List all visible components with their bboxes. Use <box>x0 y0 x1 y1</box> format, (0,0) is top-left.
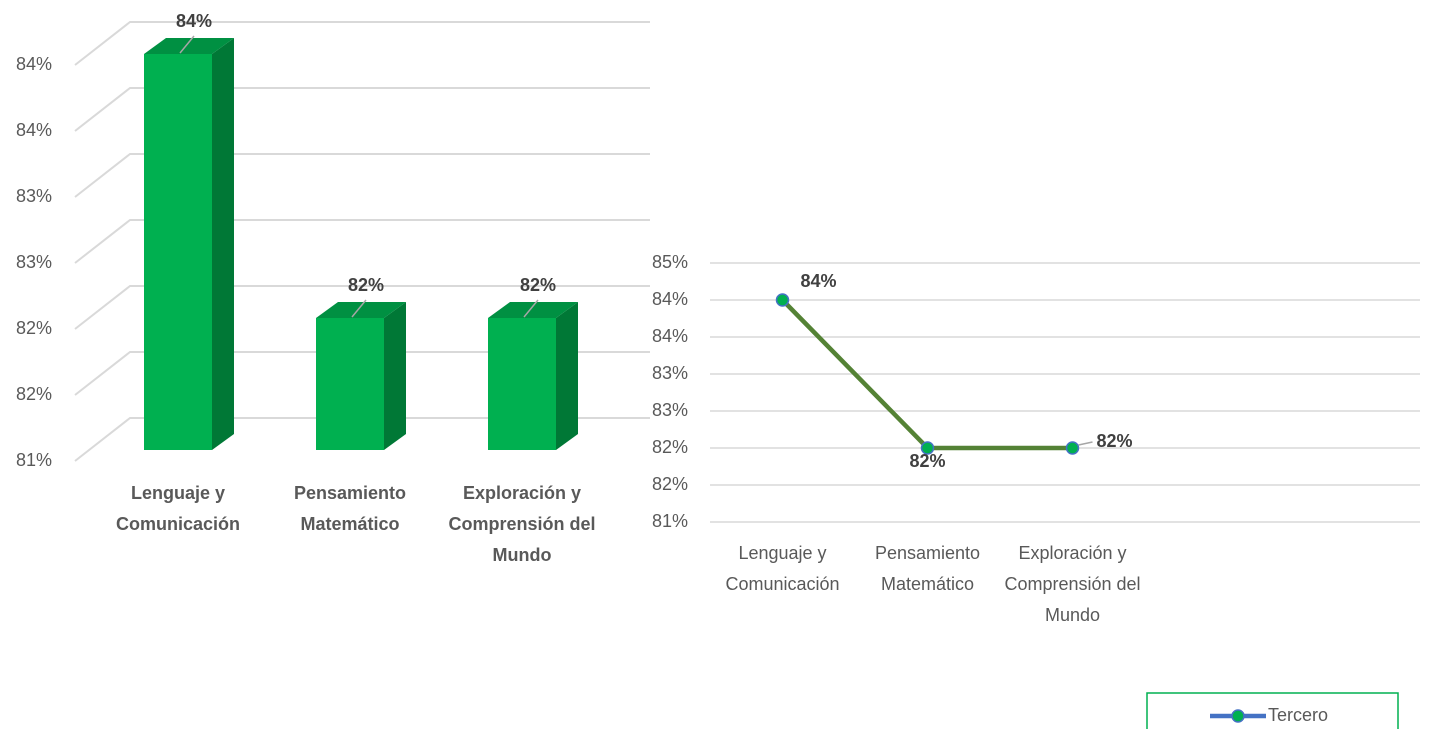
data-label: 82% <box>909 451 945 471</box>
y-tick-label: 84% <box>652 289 688 309</box>
label-leader <box>1078 441 1093 446</box>
legend-box <box>1146 692 1399 729</box>
marker <box>1065 441 1080 455</box>
label-leader <box>351 299 367 318</box>
x-tick-label: Exploración y Comprensión del Mundo <box>1004 543 1141 625</box>
bar-side <box>556 302 578 450</box>
bar-top <box>144 38 234 54</box>
grid-line <box>74 351 650 396</box>
marker <box>775 293 790 307</box>
bar-top <box>316 302 406 318</box>
bar-side <box>384 302 406 450</box>
grid-line <box>74 219 650 264</box>
x-tick-label: Lenguaje y Comunicación <box>115 483 240 534</box>
grid-line <box>74 87 650 132</box>
grid-line <box>74 285 650 330</box>
grid-line <box>74 21 650 66</box>
y-tick-label: 83% <box>652 400 688 420</box>
y-tick-label: 83% <box>16 186 52 206</box>
grid-line <box>74 417 650 462</box>
bar-front <box>144 54 212 450</box>
data-label: 82% <box>1096 431 1132 451</box>
bar-top <box>488 302 578 318</box>
data-label: 84% <box>800 271 836 291</box>
data-label: 82% <box>520 275 556 295</box>
bar <box>316 302 406 450</box>
y-tick-label: 81% <box>16 450 52 470</box>
label-leader <box>523 299 539 318</box>
y-tick-label: 84% <box>652 326 688 346</box>
y-tick-label: 82% <box>652 474 688 494</box>
y-tick-label: 82% <box>16 318 52 338</box>
data-label: 82% <box>348 275 384 295</box>
y-tick-label: 85% <box>652 252 688 272</box>
legend-label: Tercero <box>1268 705 1328 725</box>
bar-side <box>212 38 234 450</box>
y-tick-label: 82% <box>652 437 688 457</box>
bar-front <box>488 318 556 450</box>
grid-line <box>74 153 650 198</box>
bar-front <box>316 318 384 450</box>
y-tick-label: 84% <box>16 54 52 74</box>
x-tick-label: Pensamiento Matemático <box>874 543 981 594</box>
data-label: 84% <box>176 11 212 31</box>
y-tick-label: 81% <box>652 511 688 531</box>
marker <box>920 441 935 455</box>
y-tick-label: 82% <box>16 384 52 404</box>
bar <box>144 38 234 450</box>
y-tick-label: 83% <box>652 363 688 383</box>
label-leader <box>179 35 195 54</box>
x-tick-label: Pensamiento Matemático <box>293 483 407 534</box>
x-tick-label: Exploración y Comprensión del Mundo <box>448 483 596 565</box>
x-tick-label: Lenguaje y Comunicación <box>725 543 840 594</box>
bar <box>488 302 578 450</box>
legend-marker <box>1231 709 1245 723</box>
y-tick-label: 84% <box>16 120 52 140</box>
y-tick-label: 83% <box>16 252 52 272</box>
